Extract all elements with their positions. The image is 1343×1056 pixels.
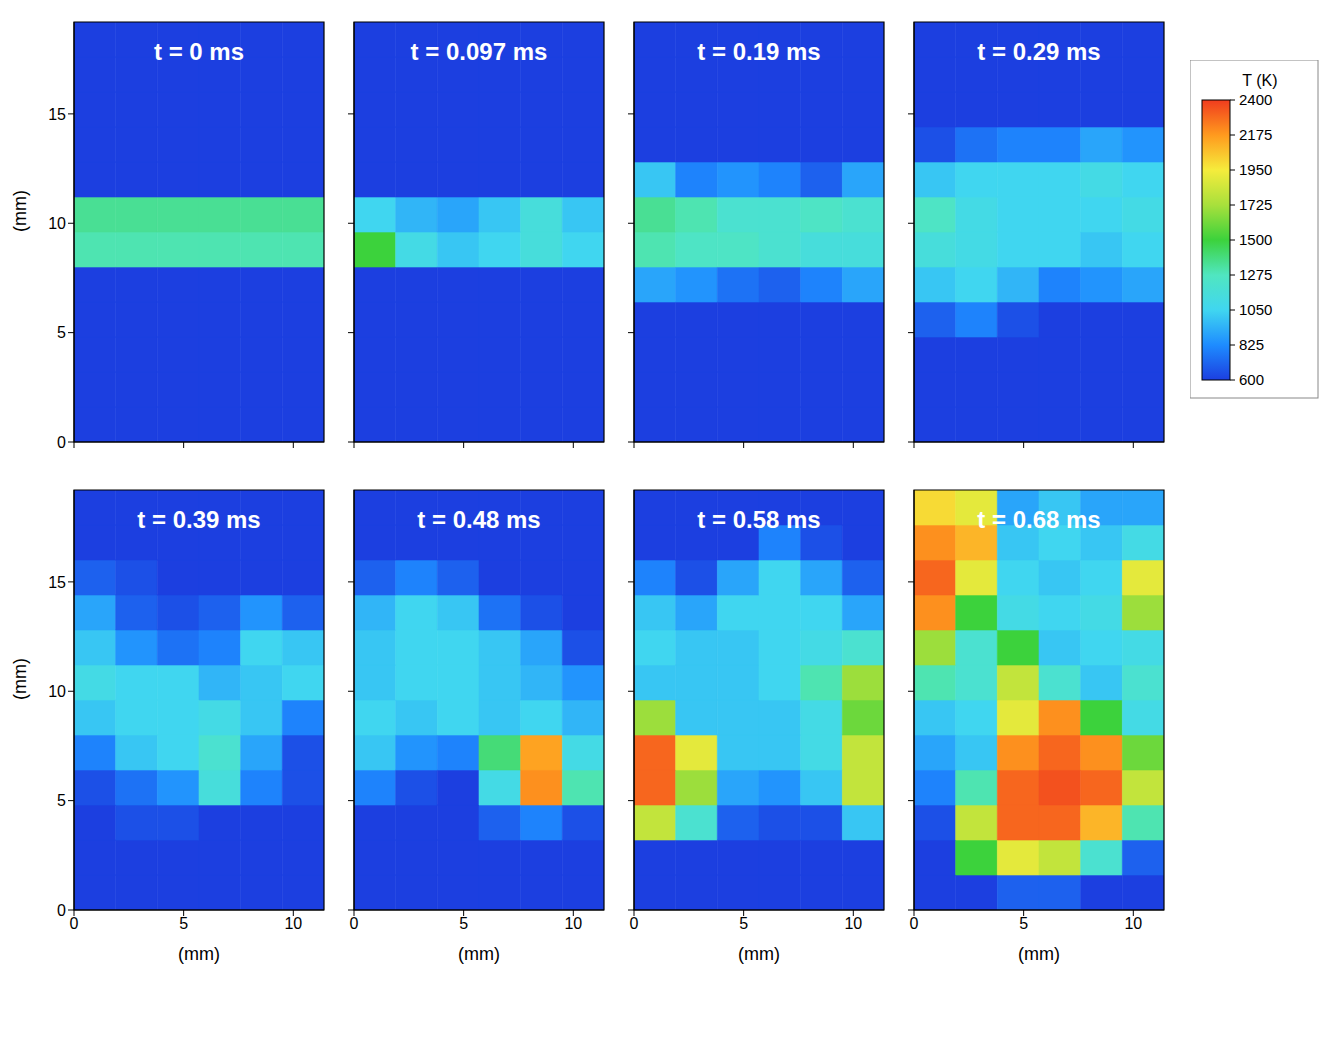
- svg-text:1050: 1050: [1239, 301, 1272, 318]
- svg-text:T (K): T (K): [1242, 72, 1277, 89]
- svg-text:2400: 2400: [1239, 91, 1272, 108]
- svg-text:0: 0: [910, 915, 919, 932]
- svg-text:15: 15: [48, 106, 66, 123]
- svg-text:1500: 1500: [1239, 231, 1272, 248]
- svg-text:0: 0: [350, 915, 359, 932]
- svg-text:(mm): (mm): [10, 190, 30, 232]
- svg-text:2175: 2175: [1239, 126, 1272, 143]
- html-text:t = 0.68 ms: t = 0.68 ms: [977, 506, 1101, 533]
- html-text:t = 0.58 ms: t = 0.58 ms: [697, 506, 821, 533]
- svg-text:10: 10: [284, 915, 302, 932]
- svg-text:(mm): (mm): [178, 944, 220, 964]
- svg-text:10: 10: [1124, 915, 1142, 932]
- svg-text:5: 5: [179, 915, 188, 932]
- html-text:t = 0.29 ms: t = 0.29 ms: [977, 38, 1101, 65]
- svg-text:825: 825: [1239, 336, 1264, 353]
- svg-text:10: 10: [844, 915, 862, 932]
- svg-text:(mm): (mm): [1018, 944, 1060, 964]
- svg-text:10: 10: [564, 915, 582, 932]
- svg-text:0: 0: [70, 915, 79, 932]
- svg-text:10: 10: [48, 683, 66, 700]
- svg-text:1950: 1950: [1239, 161, 1272, 178]
- html-text:t = 0 ms: t = 0 ms: [154, 38, 244, 65]
- html-text:t = 0.097 ms: t = 0.097 ms: [410, 38, 548, 65]
- svg-text:1275: 1275: [1239, 266, 1272, 283]
- html-text:t = 0.39 ms: t = 0.39 ms: [137, 506, 261, 533]
- svg-text:(mm): (mm): [10, 658, 30, 700]
- svg-text:5: 5: [459, 915, 468, 932]
- svg-text:5: 5: [1019, 915, 1028, 932]
- html-text:t = 0.48 ms: t = 0.48 ms: [417, 506, 541, 533]
- svg-text:5: 5: [739, 915, 748, 932]
- svg-text:15: 15: [48, 574, 66, 591]
- html-text:t = 0.19 ms: t = 0.19 ms: [697, 38, 821, 65]
- svg-text:0: 0: [57, 902, 66, 919]
- svg-text:600: 600: [1239, 371, 1264, 388]
- svg-text:5: 5: [57, 324, 66, 341]
- svg-text:0: 0: [630, 915, 639, 932]
- svg-text:(mm): (mm): [458, 944, 500, 964]
- svg-text:0: 0: [57, 434, 66, 451]
- svg-text:10: 10: [48, 215, 66, 232]
- svg-text:(mm): (mm): [738, 944, 780, 964]
- svg-text:1725: 1725: [1239, 196, 1272, 213]
- svg-text:5: 5: [57, 792, 66, 809]
